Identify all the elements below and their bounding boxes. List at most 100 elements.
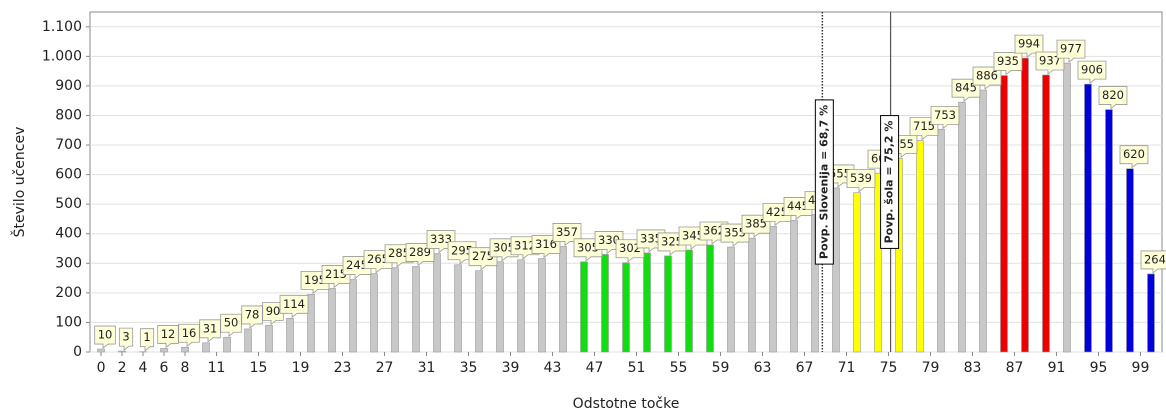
value-label-box (118, 327, 134, 351)
x-axis-title: Odstotne točke (573, 396, 680, 412)
x-tick-label: 59 (712, 360, 730, 376)
bar (538, 258, 546, 353)
x-tick-label: 83 (964, 360, 982, 376)
value-label: 977 (1056, 39, 1086, 63)
value-label-box (993, 52, 1023, 76)
average-label-box (814, 99, 834, 265)
bar (265, 325, 273, 353)
value-label-text: 555 (829, 166, 851, 180)
value-label-box (1077, 60, 1107, 84)
bar (349, 279, 357, 353)
x-tick-label: 91 (1048, 360, 1066, 376)
x-tick-label: 87 (1006, 360, 1024, 376)
y-tick-label: 600 (55, 167, 82, 183)
average-label: Povp. Slovenija = 68,7 % (814, 99, 834, 265)
value-label-text: 316 (535, 237, 557, 251)
bar (286, 317, 294, 353)
value-label-box (94, 325, 116, 349)
x-tick-label: 8 (181, 360, 190, 376)
value-label-text: 355 (724, 226, 746, 240)
value-label-text: 330 (598, 233, 620, 247)
y-tick-label: 200 (55, 285, 82, 301)
x-tick-label: 39 (502, 360, 520, 376)
bar (979, 89, 987, 353)
bar (601, 254, 609, 353)
value-label: 886 (972, 66, 1002, 90)
value-label-text: 114 (283, 297, 305, 311)
value-label: 357 (552, 223, 582, 247)
bar (517, 259, 525, 353)
value-label: 16 (178, 323, 200, 348)
bar (496, 261, 504, 353)
x-tick-label: 15 (250, 360, 268, 376)
x-tick-label: 95 (1090, 360, 1108, 376)
value-label: 90 (262, 301, 284, 326)
average-label-text: Povp. šola = 75,2 % (883, 121, 896, 244)
x-tick-label: 67 (796, 360, 814, 376)
bar (118, 350, 126, 353)
bar (391, 267, 399, 353)
bar (1063, 62, 1071, 353)
value-label-text: 820 (1102, 88, 1124, 102)
value-label-text: 275 (472, 249, 494, 263)
value-label: 3 (118, 327, 134, 351)
value-label: 820 (1098, 86, 1128, 110)
y-tick-label: 800 (55, 107, 82, 123)
value-label-text: 333 (430, 232, 452, 246)
bar (97, 348, 105, 353)
value-label-text: 265 (367, 252, 389, 266)
bar (853, 192, 861, 353)
value-label-text: 305 (577, 240, 599, 254)
x-tick-label: 35 (460, 360, 478, 376)
value-label-box (279, 294, 309, 319)
value-label-text: 994 (1018, 37, 1040, 51)
x-tick-label: 23 (334, 360, 352, 376)
value-label: 1 (139, 328, 155, 352)
value-label: 994 (1014, 34, 1044, 58)
bar (748, 237, 756, 353)
bar (643, 252, 651, 353)
value-label-text: 715 (913, 119, 935, 133)
y-tick-label: 1.000 (42, 48, 82, 64)
bar (727, 246, 735, 353)
bar (160, 348, 168, 353)
bar (223, 336, 231, 353)
bar (937, 129, 945, 353)
bar (1126, 168, 1134, 353)
value-label: 753 (930, 105, 960, 130)
bar (580, 261, 588, 353)
value-label-text: 31 (203, 321, 218, 335)
x-tick-label: 71 (838, 360, 856, 376)
bar (202, 342, 210, 353)
value-label-text: 264 (1144, 252, 1166, 266)
value-label-text: 10 (98, 328, 113, 342)
bar (1105, 109, 1113, 353)
value-label-text: 345 (682, 229, 704, 243)
value-label-text: 977 (1060, 42, 1082, 56)
value-label-box (1098, 86, 1128, 110)
bar (370, 273, 378, 353)
value-label-box (139, 328, 155, 352)
bar (1000, 75, 1008, 353)
x-tick-label: 55 (670, 360, 688, 376)
bar (769, 226, 777, 353)
value-label: 620 (1119, 145, 1149, 169)
value-label-text: 906 (1081, 63, 1103, 77)
value-label-text: 1 (143, 330, 150, 344)
value-label-text: 90 (266, 304, 281, 318)
value-label-text: 195 (304, 273, 326, 287)
bar (454, 264, 462, 353)
value-label-text: 16 (182, 326, 197, 340)
bar (1147, 273, 1155, 353)
value-label: 289 (405, 243, 435, 267)
x-tick-label: 0 (97, 360, 106, 376)
value-label-text: 357 (556, 225, 578, 239)
y-tick-label: 400 (55, 226, 82, 242)
bar (664, 255, 672, 353)
value-label-text: 385 (745, 217, 767, 231)
bar (916, 140, 924, 353)
bar (706, 244, 714, 353)
value-label-text: 245 (346, 258, 368, 272)
x-tick-label: 19 (292, 360, 310, 376)
